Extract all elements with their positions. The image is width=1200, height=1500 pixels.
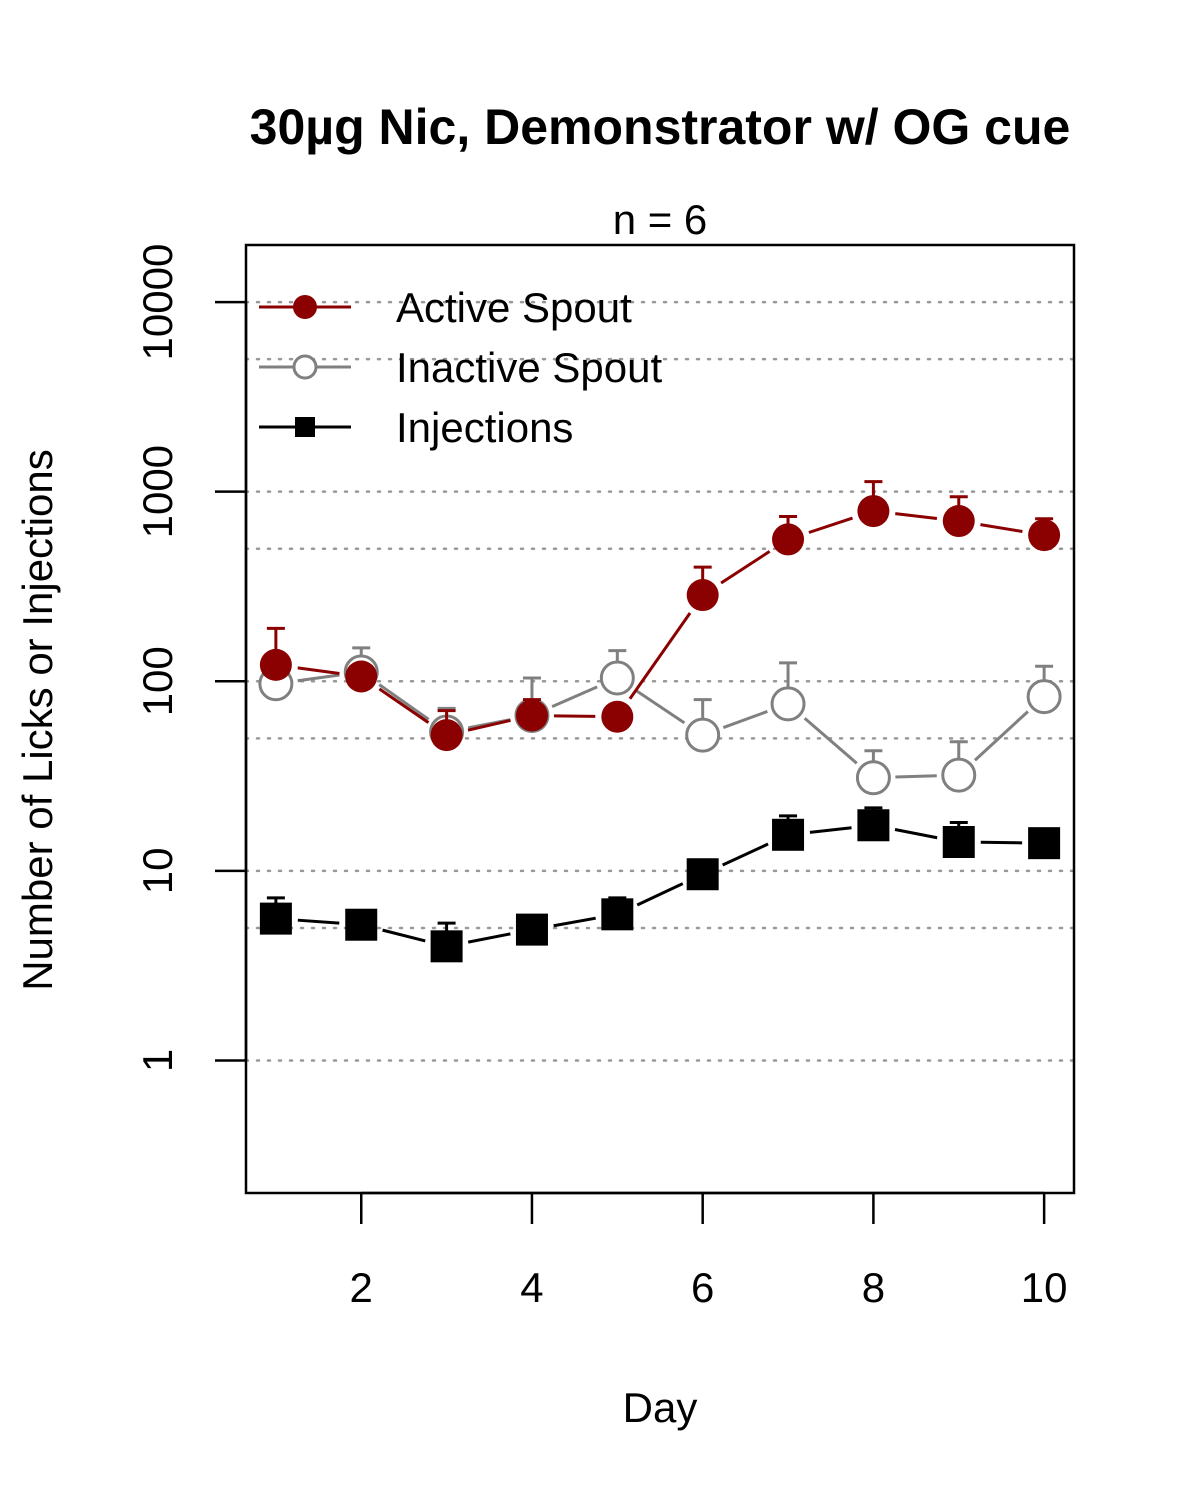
data-point — [345, 908, 378, 941]
data-point — [857, 809, 890, 842]
legend: Active Spout Inactive Spout Injections — [259, 284, 663, 451]
data-point — [515, 699, 548, 732]
x-tick-label: 6 — [691, 1264, 714, 1311]
y-tick-label: 1000 — [134, 445, 181, 538]
series-line — [378, 687, 430, 724]
data-point — [515, 913, 548, 946]
legend-item: Active Spout — [259, 284, 632, 331]
y-tick-label: 100 — [134, 646, 181, 716]
data-point — [601, 898, 634, 931]
data-point — [1028, 519, 1061, 552]
data-point — [941, 757, 977, 793]
data-point — [345, 660, 378, 693]
data-point — [857, 495, 890, 528]
data-point — [942, 826, 975, 859]
series-line — [808, 516, 853, 534]
x-tick-label: 2 — [350, 1264, 373, 1311]
series-line — [894, 828, 938, 840]
legend-label: Active Spout — [396, 284, 632, 331]
series-line — [553, 916, 596, 928]
y-tick-label: 10 — [134, 848, 181, 895]
chart-subtitle: n = 6 — [613, 196, 708, 243]
data-point — [855, 760, 891, 796]
series-line — [553, 714, 596, 718]
series-line — [722, 710, 768, 729]
series-line — [382, 928, 426, 943]
y-tick-label: 10000 — [134, 244, 181, 361]
legend-item: Injections — [259, 404, 573, 451]
series-line — [297, 673, 340, 683]
series-line — [720, 550, 771, 585]
data-point — [942, 505, 975, 538]
series-line — [973, 710, 1029, 762]
series-line — [895, 512, 938, 520]
series-line — [636, 882, 684, 907]
x-tick-label: 8 — [862, 1264, 885, 1311]
series-line — [895, 774, 937, 779]
series-line — [297, 666, 340, 676]
data-point — [772, 523, 805, 556]
series-line — [551, 685, 598, 709]
x-axis-label: Day — [623, 1384, 698, 1431]
legend-item: Inactive Spout — [259, 344, 663, 391]
series-layer — [258, 480, 1062, 963]
data-point — [1026, 679, 1062, 715]
x-tick-label: 10 — [1021, 1264, 1068, 1311]
data-point — [772, 818, 805, 851]
x-tick-label: 4 — [520, 1264, 543, 1311]
series-line — [378, 683, 430, 721]
data-point — [259, 902, 292, 935]
series-line — [297, 918, 340, 925]
series-line — [980, 840, 1023, 845]
legend-label: Inactive Spout — [396, 344, 663, 391]
data-point — [685, 717, 721, 753]
y-axis-label: Number of Licks or Injections — [14, 449, 61, 991]
data-point — [599, 660, 635, 696]
series-line — [628, 612, 692, 700]
data-point — [686, 579, 719, 612]
series-line — [634, 689, 686, 725]
y-tick-label: 1 — [134, 1049, 181, 1072]
series-active-spout — [259, 480, 1061, 752]
series-line — [980, 523, 1023, 534]
data-point — [601, 700, 634, 733]
data-point — [430, 930, 463, 963]
chart-title: 30µg Nic, Demonstrator w/ OG cue — [250, 99, 1071, 155]
axis-layer: 2 4 6 8 10 1 10 100 1000 10000 — [134, 244, 1067, 1311]
data-point — [1028, 827, 1061, 860]
data-point — [430, 719, 463, 752]
series-line — [722, 842, 769, 867]
data-point — [259, 648, 292, 681]
series-injections — [259, 806, 1061, 963]
data-point — [293, 295, 317, 319]
series-line — [467, 932, 511, 944]
data-point — [686, 858, 719, 891]
series-inactive-spout — [258, 646, 1062, 796]
legend-label: Injections — [396, 404, 573, 451]
data-point — [770, 686, 806, 722]
data-point — [292, 354, 318, 380]
series-line — [809, 826, 852, 834]
series-line — [803, 717, 858, 765]
series-line — [467, 718, 511, 732]
data-point — [295, 417, 315, 437]
